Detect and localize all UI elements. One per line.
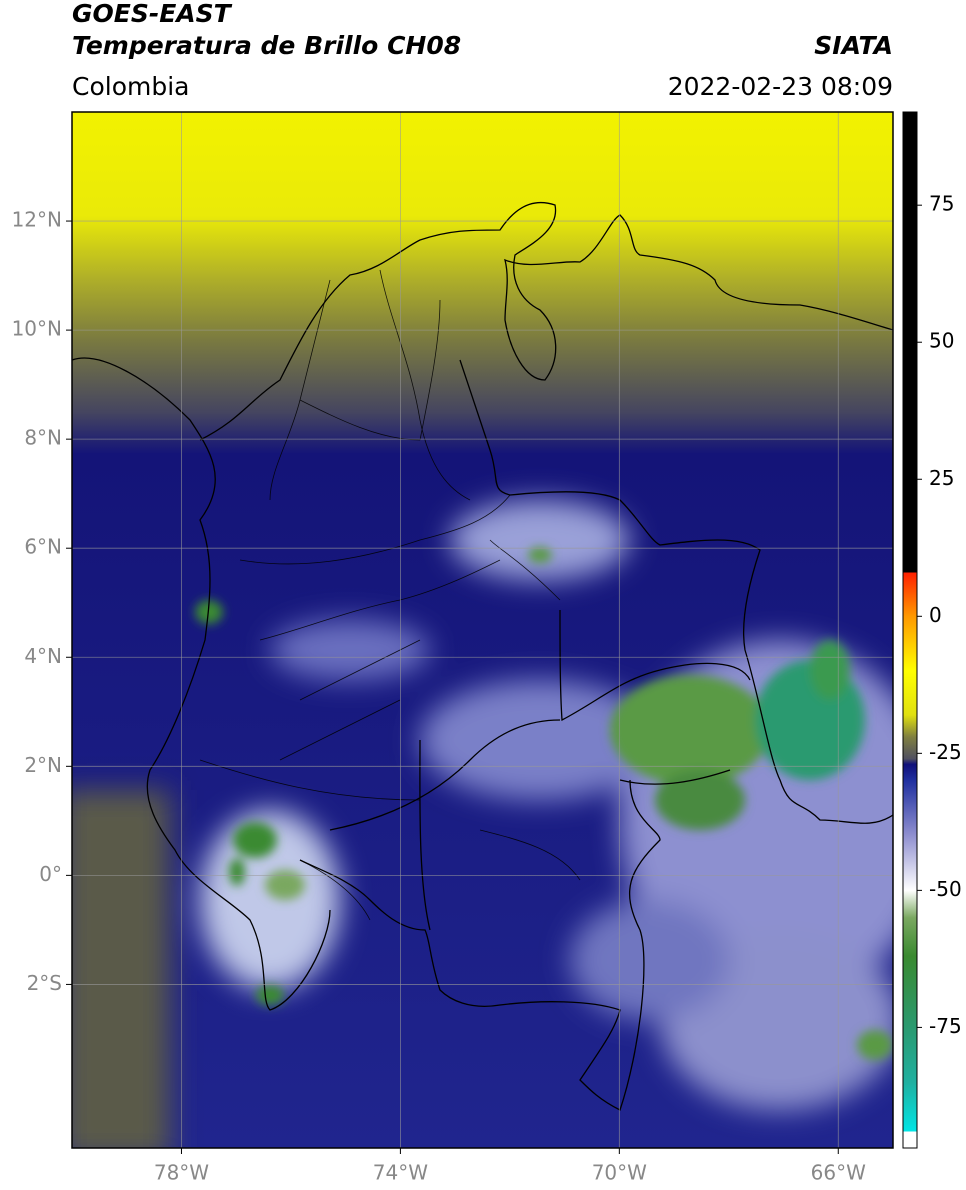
colorbar [902,111,918,1149]
product-title: Temperatura de Brillo CH08 [72,31,461,60]
map-frame [71,111,894,1149]
y-tick-label: 0° [39,862,62,886]
y-tick-label: 10°N [12,317,62,341]
y-tick-label: 8°N [24,426,62,450]
y-tick-label: 2°N [24,753,62,777]
y-tick-label: 12°N [12,208,62,232]
colorbar-tick-label: -50 [929,877,962,901]
y-tick-label: 4°N [24,644,62,668]
y-tick-label: 6°N [24,535,62,559]
x-tick-label: 66°W [811,1161,866,1185]
colorbar-tick-label: 0 [929,603,942,627]
colorbar-tick-label: 25 [929,466,954,490]
source-label: SIATA [814,31,893,60]
region-label: Colombia [72,72,189,101]
x-tick-label: 78°W [154,1161,209,1185]
x-tick-label: 70°W [592,1161,647,1185]
x-tick-label: 74°W [373,1161,428,1185]
satellite-title: GOES-EAST [72,0,233,28]
colorbar-tick-label: -75 [929,1014,962,1038]
satellite-image [72,112,893,1148]
colorbar-tick-label: -25 [929,740,962,764]
colorbar-tick-label: 75 [929,192,954,216]
datetime-label: 2022-02-23 08:09 [668,72,893,101]
y-tick-label: 2°S [27,971,62,995]
colorbar-tick-label: 50 [929,329,954,353]
